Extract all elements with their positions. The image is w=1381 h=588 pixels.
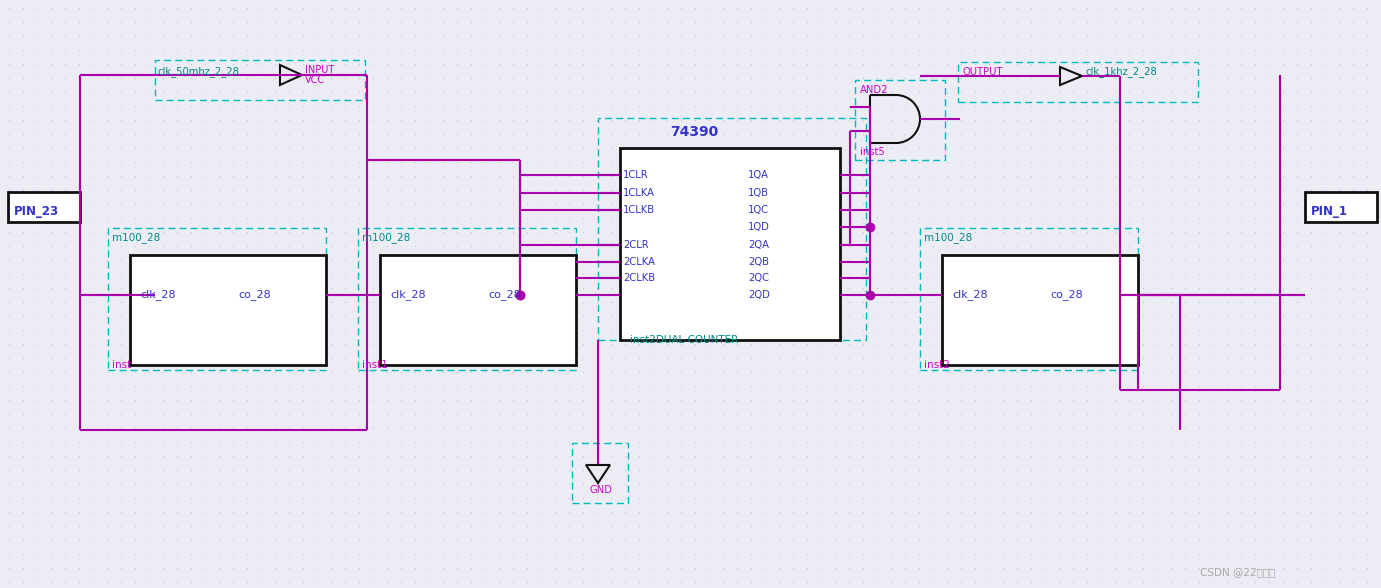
Bar	[108, 228, 326, 370]
Text: inst5: inst5	[860, 147, 885, 157]
Text: clk_28: clk_28	[389, 289, 425, 300]
Text: 2CLR: 2CLR	[623, 240, 649, 250]
Text: inst2: inst2	[924, 360, 950, 370]
Bar	[620, 148, 840, 340]
Text: clk_1khz_2_28: clk_1khz_2_28	[1085, 66, 1157, 78]
Text: 1QA: 1QA	[749, 170, 769, 180]
Text: OUTPUT: OUTPUT	[963, 67, 1004, 77]
Text: inst: inst	[112, 360, 131, 370]
Text: 1QB: 1QB	[749, 188, 769, 198]
Bar	[855, 80, 945, 160]
Bar	[920, 228, 1138, 370]
Bar	[572, 443, 628, 503]
Bar	[8, 192, 80, 222]
Text: inst2DUAL COUNTER: inst2DUAL COUNTER	[630, 335, 739, 345]
Text: 1CLKB: 1CLKB	[623, 205, 655, 215]
Text: 1CLKA: 1CLKA	[623, 188, 655, 198]
Text: PIN_23: PIN_23	[14, 205, 59, 218]
Text: 2QA: 2QA	[749, 240, 769, 250]
Bar	[380, 255, 576, 365]
Text: PIN_1: PIN_1	[1311, 205, 1348, 218]
Bar	[598, 118, 866, 340]
Text: clk_28: clk_28	[139, 289, 175, 300]
Text: clk_28: clk_28	[952, 289, 987, 300]
Text: 74390: 74390	[670, 125, 718, 139]
Text: 2QB: 2QB	[749, 257, 769, 267]
Text: m100_28: m100_28	[112, 232, 160, 243]
Bar	[958, 62, 1197, 102]
Bar	[942, 255, 1138, 365]
Text: GND: GND	[590, 485, 613, 495]
Text: VCC: VCC	[305, 75, 325, 85]
Text: INPUT: INPUT	[305, 65, 334, 75]
Text: 2QD: 2QD	[749, 290, 769, 300]
Text: co_28: co_28	[487, 289, 521, 300]
Text: CSDN @22的节卡: CSDN @22的节卡	[1200, 567, 1276, 577]
Text: m100_28: m100_28	[362, 232, 410, 243]
Text: m100_28: m100_28	[924, 232, 972, 243]
Text: 1QC: 1QC	[749, 205, 769, 215]
Text: 2CLKA: 2CLKA	[623, 257, 655, 267]
Bar	[130, 255, 326, 365]
Text: 2CLKB: 2CLKB	[623, 273, 655, 283]
Text: AND2: AND2	[860, 85, 888, 95]
Bar	[358, 228, 576, 370]
Text: co_28: co_28	[238, 289, 271, 300]
Text: clk_50mhz_2_28: clk_50mhz_2_28	[157, 66, 240, 78]
Text: 1QD: 1QD	[749, 222, 769, 232]
Text: inst1: inst1	[362, 360, 388, 370]
Text: 1CLR: 1CLR	[623, 170, 649, 180]
Bar	[155, 60, 365, 100]
Text: co_28: co_28	[1050, 289, 1083, 300]
Bar	[1305, 192, 1377, 222]
Text: 2QC: 2QC	[749, 273, 769, 283]
